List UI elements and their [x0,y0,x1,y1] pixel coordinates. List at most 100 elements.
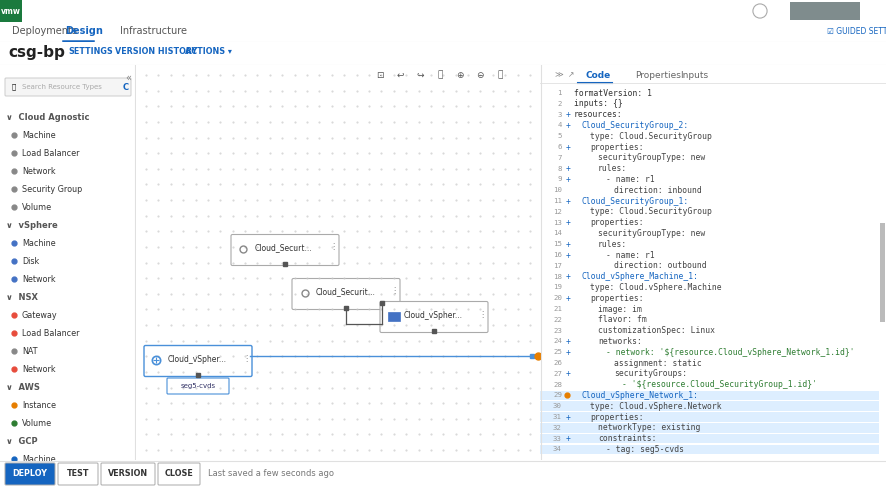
Text: ?: ? [757,6,762,16]
Text: 2: 2 [557,101,562,107]
Text: +: + [565,110,570,119]
Text: rules:: rules: [597,240,626,249]
Text: Volume: Volume [22,419,52,427]
Text: VERSION HISTORY: VERSION HISTORY [115,47,198,57]
Text: 4: 4 [557,122,562,128]
Text: ⋮: ⋮ [329,243,338,251]
Text: Properties: Properties [634,70,680,80]
FancyBboxPatch shape [387,312,399,321]
FancyBboxPatch shape [291,279,400,309]
Text: type: Cloud.SecurityGroup: type: Cloud.SecurityGroup [589,207,711,216]
Text: 14: 14 [552,230,562,236]
Text: csg-bp: csg-bp [8,44,65,60]
Text: 15: 15 [552,241,562,247]
Text: 29: 29 [552,392,562,398]
Text: 28: 28 [552,382,562,387]
Text: Network: Network [22,274,56,284]
Text: formatVersion: 1: formatVersion: 1 [573,88,651,98]
Text: ⊖: ⊖ [476,70,483,80]
FancyBboxPatch shape [789,2,859,20]
Text: Infrastructure: Infrastructure [120,26,187,36]
Text: TEST: TEST [66,469,89,479]
Text: properties:: properties: [589,218,643,227]
Text: ∨  NSX: ∨ NSX [6,292,38,302]
Text: Cloud_Securt...: Cloud_Securt... [254,244,312,252]
Text: seg5-cvds: seg5-cvds [180,383,215,389]
FancyBboxPatch shape [58,463,97,485]
Text: C: C [123,82,129,92]
FancyBboxPatch shape [540,401,878,411]
Text: ≫: ≫ [554,70,562,80]
Text: securityGroupType: new: securityGroupType: new [597,229,704,238]
Text: type: Cloud.vSphere.Machine: type: Cloud.vSphere.Machine [589,283,721,292]
Text: Machine: Machine [22,239,56,247]
Text: ACTIONS ▾: ACTIONS ▾ [185,47,231,57]
Text: +: + [565,348,570,357]
Text: ⊕: ⊕ [455,70,463,80]
Text: vmw: vmw [1,6,21,16]
Text: Network: Network [22,166,56,176]
Text: Load Balancer: Load Balancer [22,328,80,338]
Text: Design: Design [65,26,103,36]
Text: ⋮: ⋮ [478,309,486,319]
Text: +: + [565,294,570,303]
Text: 9: 9 [557,176,562,183]
Text: +: + [565,175,570,184]
FancyBboxPatch shape [158,463,199,485]
Text: assignment: static: assignment: static [613,359,701,367]
Text: Network: Network [22,365,56,373]
Text: 22: 22 [552,317,562,323]
Text: +: + [565,272,570,281]
Text: direction: outbound: direction: outbound [613,261,706,270]
Text: +: + [565,250,570,260]
Text: 🔍: 🔍 [12,84,16,90]
FancyBboxPatch shape [144,346,252,377]
Text: properties:: properties: [589,294,643,303]
Text: ⋮: ⋮ [866,4,878,18]
Text: Cloud_vSphere_Machine_1:: Cloud_vSphere_Machine_1: [581,272,698,281]
Text: properties:: properties: [589,142,643,151]
Text: 19: 19 [552,285,562,290]
Text: Gateway: Gateway [22,310,58,320]
FancyBboxPatch shape [379,302,487,332]
Text: 11: 11 [552,198,562,204]
Text: 7: 7 [557,155,562,161]
FancyBboxPatch shape [101,463,155,485]
Text: rules:: rules: [597,164,626,173]
Text: 32: 32 [552,425,562,431]
Text: 27: 27 [552,371,562,377]
Text: customizationSpec: Linux: customizationSpec: Linux [597,326,714,335]
Text: +: + [565,197,570,205]
Text: 26: 26 [552,360,562,366]
Text: 5: 5 [557,133,562,139]
Text: type: Cloud.SecurityGroup: type: Cloud.SecurityGroup [589,132,711,141]
Text: 1: 1 [557,90,562,96]
Text: Cloud_Securit...: Cloud_Securit... [315,287,375,297]
FancyBboxPatch shape [5,463,55,485]
FancyBboxPatch shape [540,390,878,400]
Text: +: + [565,142,570,151]
Text: Machine: Machine [22,454,56,464]
Text: ∨  GCP: ∨ GCP [6,436,37,446]
Text: constraints:: constraints: [597,434,656,443]
Text: +: + [565,121,570,130]
Text: 24: 24 [552,338,562,345]
Text: Search Resource Types: Search Resource Types [22,84,102,90]
Text: 21: 21 [552,306,562,312]
FancyBboxPatch shape [167,378,229,394]
Text: Inputs: Inputs [680,70,707,80]
Text: Last saved a few seconds ago: Last saved a few seconds ago [207,469,334,479]
Text: 23: 23 [552,327,562,334]
FancyBboxPatch shape [230,235,338,265]
Text: Disk: Disk [22,472,39,482]
Text: 13: 13 [552,220,562,225]
Text: 12: 12 [552,209,562,215]
Text: ⋮: ⋮ [390,286,398,296]
Text: CLOSE: CLOSE [165,469,193,479]
Text: securityGroups:: securityGroups: [613,369,687,378]
Text: type: Cloud.vSphere.Network: type: Cloud.vSphere.Network [589,402,721,411]
Text: 20: 20 [552,295,562,301]
FancyBboxPatch shape [540,445,878,454]
Text: +: + [565,218,570,227]
Text: Instance: Instance [22,401,56,409]
